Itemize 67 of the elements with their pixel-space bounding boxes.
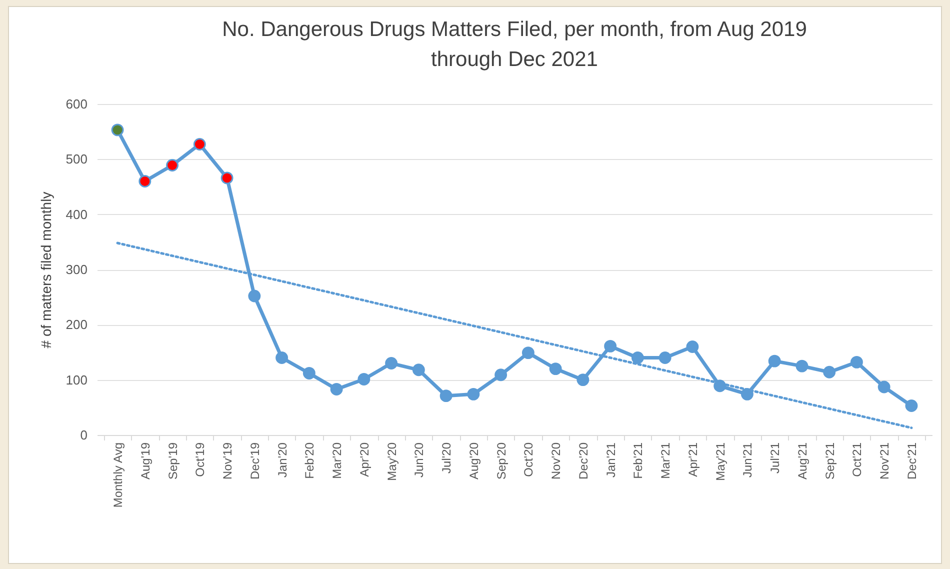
y-tick-label: 0 — [80, 428, 88, 442]
x-tick-label: Sep'21 — [822, 442, 837, 480]
chart-title: No. Dangerous Drugs Matters Filed, per month, from Aug 2019 through Dec 2021 — [222, 18, 807, 71]
point — [796, 360, 808, 372]
x-tick-label: Apr'21 — [686, 442, 700, 477]
x-tick-label: Jan'20 — [275, 442, 290, 478]
point — [631, 352, 644, 364]
x-tick-label: Dec'21 — [904, 442, 919, 480]
y-tick-label: 500 — [66, 152, 88, 167]
x-tick-label: Dec'19 — [248, 442, 262, 480]
point — [549, 362, 562, 376]
point — [276, 352, 288, 364]
x-tick-label: Apr'20 — [357, 442, 372, 477]
y-tick-label: 100 — [66, 372, 88, 388]
x-tick-label: Dec'20 — [576, 442, 590, 480]
point — [768, 354, 781, 368]
point — [878, 380, 890, 394]
point — [193, 138, 206, 150]
x-tick-label: Monthly Avg — [111, 442, 126, 508]
x-tick-label: Feb'20 — [302, 442, 317, 479]
x-tick-label: Oct'19 — [193, 442, 208, 477]
point — [138, 175, 152, 188]
x-tick-label: Jul'21 — [768, 442, 782, 474]
point — [522, 346, 534, 360]
point — [248, 290, 261, 302]
point — [850, 356, 863, 368]
point — [905, 400, 918, 412]
x-tick-label: May'20 — [384, 442, 399, 481]
x-tick-label: Oct'21 — [850, 442, 864, 477]
point — [494, 368, 508, 382]
point — [166, 159, 179, 172]
x-tick-label: Nov'20 — [549, 442, 564, 480]
x-tick-label: Nov'19 — [220, 442, 235, 480]
x-tick-label: Sep'19 — [166, 442, 180, 480]
x-tick-label: Jun'21 — [740, 442, 755, 478]
x-tick-label: Nov'21 — [878, 442, 892, 480]
point — [604, 340, 617, 352]
x-tick-label: Jan'21 — [604, 442, 618, 478]
x-tick-label: Mar'20 — [330, 442, 344, 479]
x-tick-label: May'21 — [713, 442, 728, 481]
x-tick-label: Jun'20 — [412, 442, 426, 478]
x-tick-label: Mar'21 — [658, 442, 673, 479]
point — [358, 373, 370, 386]
point — [440, 390, 452, 402]
y-tick-label: 300 — [66, 262, 88, 277]
x-tick-label: Aug'19 — [138, 442, 152, 480]
x-tick-label: Jul'20 — [440, 442, 454, 474]
point — [302, 366, 316, 380]
x-tick-label: Feb'21 — [631, 442, 646, 479]
point — [220, 172, 234, 184]
y-tick-label: 600 — [66, 96, 88, 112]
point — [412, 364, 425, 376]
y-axis-title: # of matters filed monthly — [38, 192, 54, 348]
point — [111, 124, 124, 136]
point — [385, 357, 398, 370]
point — [576, 374, 590, 386]
x-tick-label: Sep'20 — [494, 442, 508, 480]
x-tick-label: Oct'20 — [522, 442, 536, 477]
y-tick-label: 200 — [66, 317, 88, 332]
y-tick-label: 400 — [66, 206, 88, 222]
point — [823, 366, 836, 378]
x-tick-label: Aug'20 — [466, 442, 481, 480]
point — [658, 352, 672, 364]
x-tick-label: Aug'21 — [795, 442, 810, 480]
point — [467, 388, 480, 400]
point — [330, 382, 343, 396]
point — [686, 340, 699, 353]
